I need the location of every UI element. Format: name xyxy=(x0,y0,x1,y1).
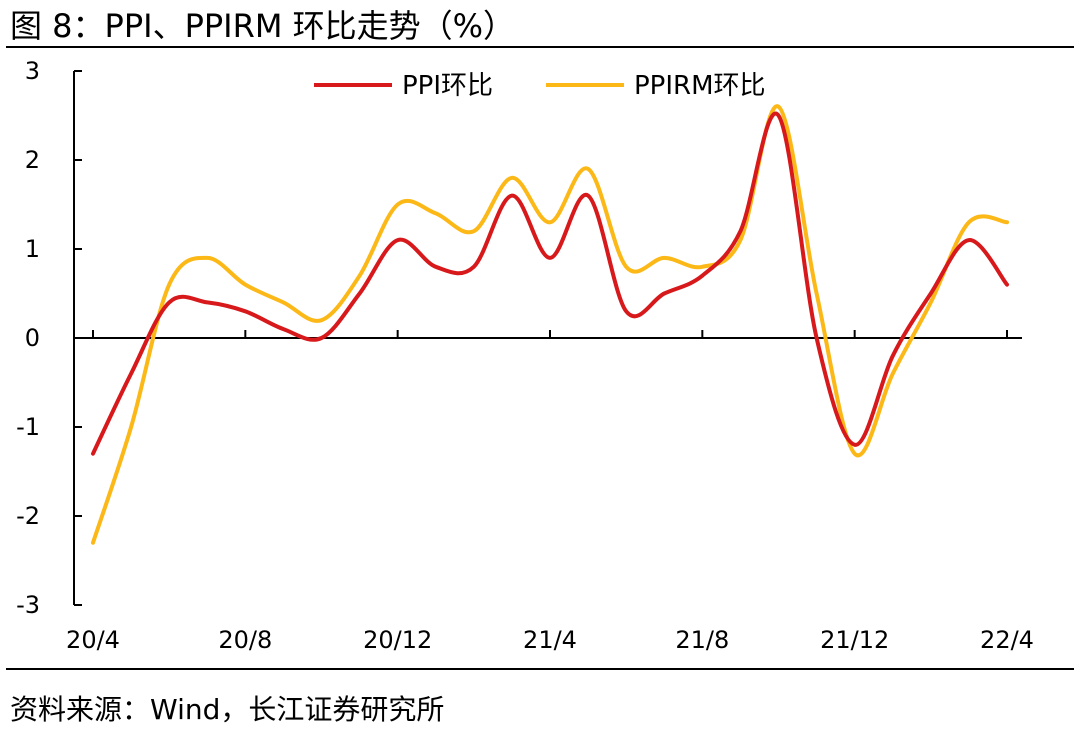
y-tick-label: -1 xyxy=(16,413,40,441)
x-tick-label: 20/8 xyxy=(218,626,272,654)
y-tick-label: 1 xyxy=(25,235,40,263)
chart-title: 图 8：PPI、PPIRM 环比走势（%） xyxy=(10,7,516,45)
source-divider xyxy=(6,668,1074,670)
legend-label: PPIRM环比 xyxy=(634,71,766,101)
series-line-ppi xyxy=(91,111,1009,456)
y-tick-label: 0 xyxy=(25,324,40,352)
x-tick-label: 21/4 xyxy=(523,626,577,654)
x-tick-label: 21/12 xyxy=(820,626,889,654)
chart-series xyxy=(91,104,1009,545)
x-tick-label: 21/8 xyxy=(675,626,729,654)
source-note: 资料来源：Wind，长江证券研究所 xyxy=(10,693,445,726)
series-line-ppirm xyxy=(91,104,1009,545)
y-tick-label: 3 xyxy=(25,57,40,85)
y-tick-label: 2 xyxy=(25,146,40,174)
y-tick-label: -2 xyxy=(16,502,40,530)
x-tick-label: 22/4 xyxy=(980,626,1034,654)
chart-legend: PPI环比 PPIRM环比 xyxy=(314,71,766,101)
chart-axes: -3 -2 -1 0 1 2 3 20/4 20/8 20/12 21/4 21/8 21/12 22/4 xyxy=(16,57,1034,654)
title-divider xyxy=(6,46,1074,48)
x-tick-label: 20/4 xyxy=(66,626,120,654)
x-tick-label: 20/12 xyxy=(363,626,432,654)
y-tick-label: -3 xyxy=(16,591,40,619)
legend-label: PPI环比 xyxy=(402,71,493,101)
